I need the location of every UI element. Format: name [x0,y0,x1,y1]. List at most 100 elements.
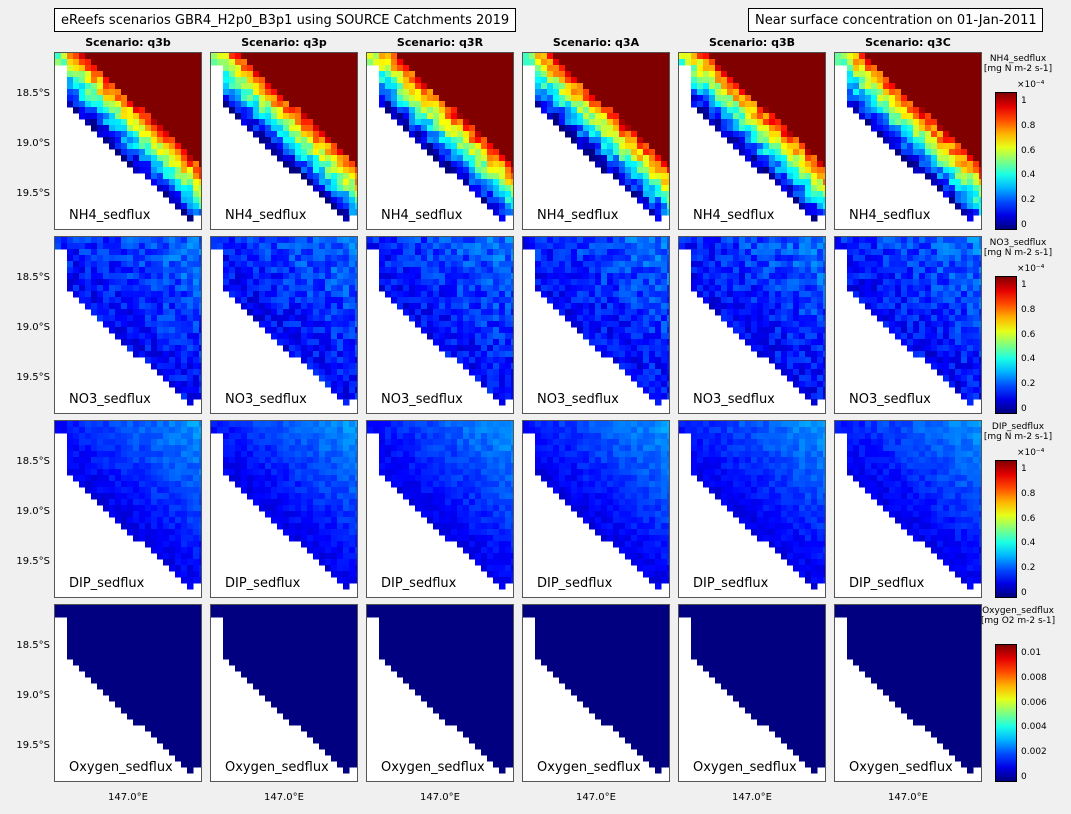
heatmap-cell [331,149,338,156]
heatmap-cell [253,303,260,310]
heatmap-cell [799,161,806,168]
heatmap-cell [661,203,668,210]
heatmap-cell [103,267,110,274]
heatmap-cell [763,167,770,174]
heatmap-cell [649,333,656,340]
heatmap-cell [655,255,662,262]
heatmap-cell [313,173,320,180]
heatmap-cell [631,161,638,168]
heatmap-cell [571,279,578,286]
heatmap-cell [151,333,158,340]
heatmap-cell [979,65,981,72]
heatmap-cell [559,309,566,316]
heatmap-cell [433,243,440,250]
heatmap-cell [775,83,782,90]
heatmap-cell [823,65,825,72]
heatmap-cell [175,243,182,250]
heatmap-cell [349,197,356,204]
heatmap-cell [805,345,812,352]
heatmap-cell [457,309,464,316]
heatmap-cell [319,333,326,340]
heatmap-cell [643,167,650,174]
heatmap-cell [637,131,644,138]
heatmap-cell [157,89,164,96]
heatmap-cell [343,119,350,126]
heatmap-cell [949,101,956,108]
heatmap-cell [925,89,932,96]
heatmap-cell [415,303,422,310]
heatmap-cell [547,113,554,120]
heatmap-cell [649,243,656,250]
heatmap-cell [703,101,710,108]
heatmap-cell [661,59,668,66]
heatmap-cell [751,249,758,256]
heatmap-cell [649,345,656,352]
heatmap-cell [601,237,608,244]
heatmap-cell [421,89,428,96]
heatmap-cell [415,65,422,72]
heatmap-cell [823,155,825,162]
heatmap-cell [637,279,644,286]
heatmap-cell [799,179,806,186]
heatmap-cell [343,351,350,358]
heatmap-cell [895,101,902,108]
heatmap-cell [445,125,452,132]
heatmap-cell [367,53,374,60]
heatmap-cell [337,119,344,126]
heatmap-cell [247,249,254,256]
heatmap-cell [487,65,494,72]
heatmap-cell [187,155,194,162]
heatmap-cell [427,261,434,268]
heatmap-cell [151,53,158,60]
heatmap-cell [943,131,950,138]
heatmap-cell [289,333,296,340]
heatmap-cell [241,53,248,60]
heatmap-cell [565,249,572,256]
heatmap-cell [967,113,974,120]
heatmap-cell [145,77,152,84]
heatmap-cell [703,285,710,292]
heatmap-cell [637,309,644,316]
heatmap-cell [427,77,434,84]
heatmap-cell [199,101,201,108]
heatmap-cell [511,185,513,192]
heatmap-cell [817,59,824,66]
heatmap-cell [967,203,974,210]
heatmap-cell [505,255,512,262]
heatmap-cell [763,255,770,262]
heatmap-cell [475,339,482,346]
heatmap-cell [631,243,638,250]
heatmap-cell [769,291,776,298]
heatmap-cell [511,179,513,186]
heatmap-cell [457,71,464,78]
heatmap-cell [775,131,782,138]
heatmap-cell [493,161,500,168]
heatmap-cell [133,297,140,304]
heatmap-cell [301,173,308,180]
heatmap-cell [283,321,290,328]
heatmap-cell [547,107,554,114]
heatmap-cell [823,393,825,400]
heatmap-cell [313,53,320,60]
heatmap-cell [91,113,98,120]
heatmap-cell [889,59,896,66]
heatmap-cell [253,285,260,292]
heatmap-cell [637,59,644,66]
heatmap-cell [61,59,68,66]
heatmap-cell [493,285,500,292]
heatmap-cell [955,125,962,132]
heatmap-cell [607,309,614,316]
heatmap-cell [655,71,662,78]
heatmap-cell [265,77,272,84]
heatmap-cell [193,185,200,192]
heatmap-cell [397,83,404,90]
heatmap-cell [559,273,566,280]
heatmap-cell [499,53,506,60]
heatmap-cell [427,149,434,156]
heatmap-cell [427,333,434,340]
heatmap-cell [157,83,164,90]
heatmap-cell [325,59,332,66]
heatmap-cell [343,131,350,138]
heatmap-cell [253,101,260,108]
heatmap-cell [733,297,740,304]
